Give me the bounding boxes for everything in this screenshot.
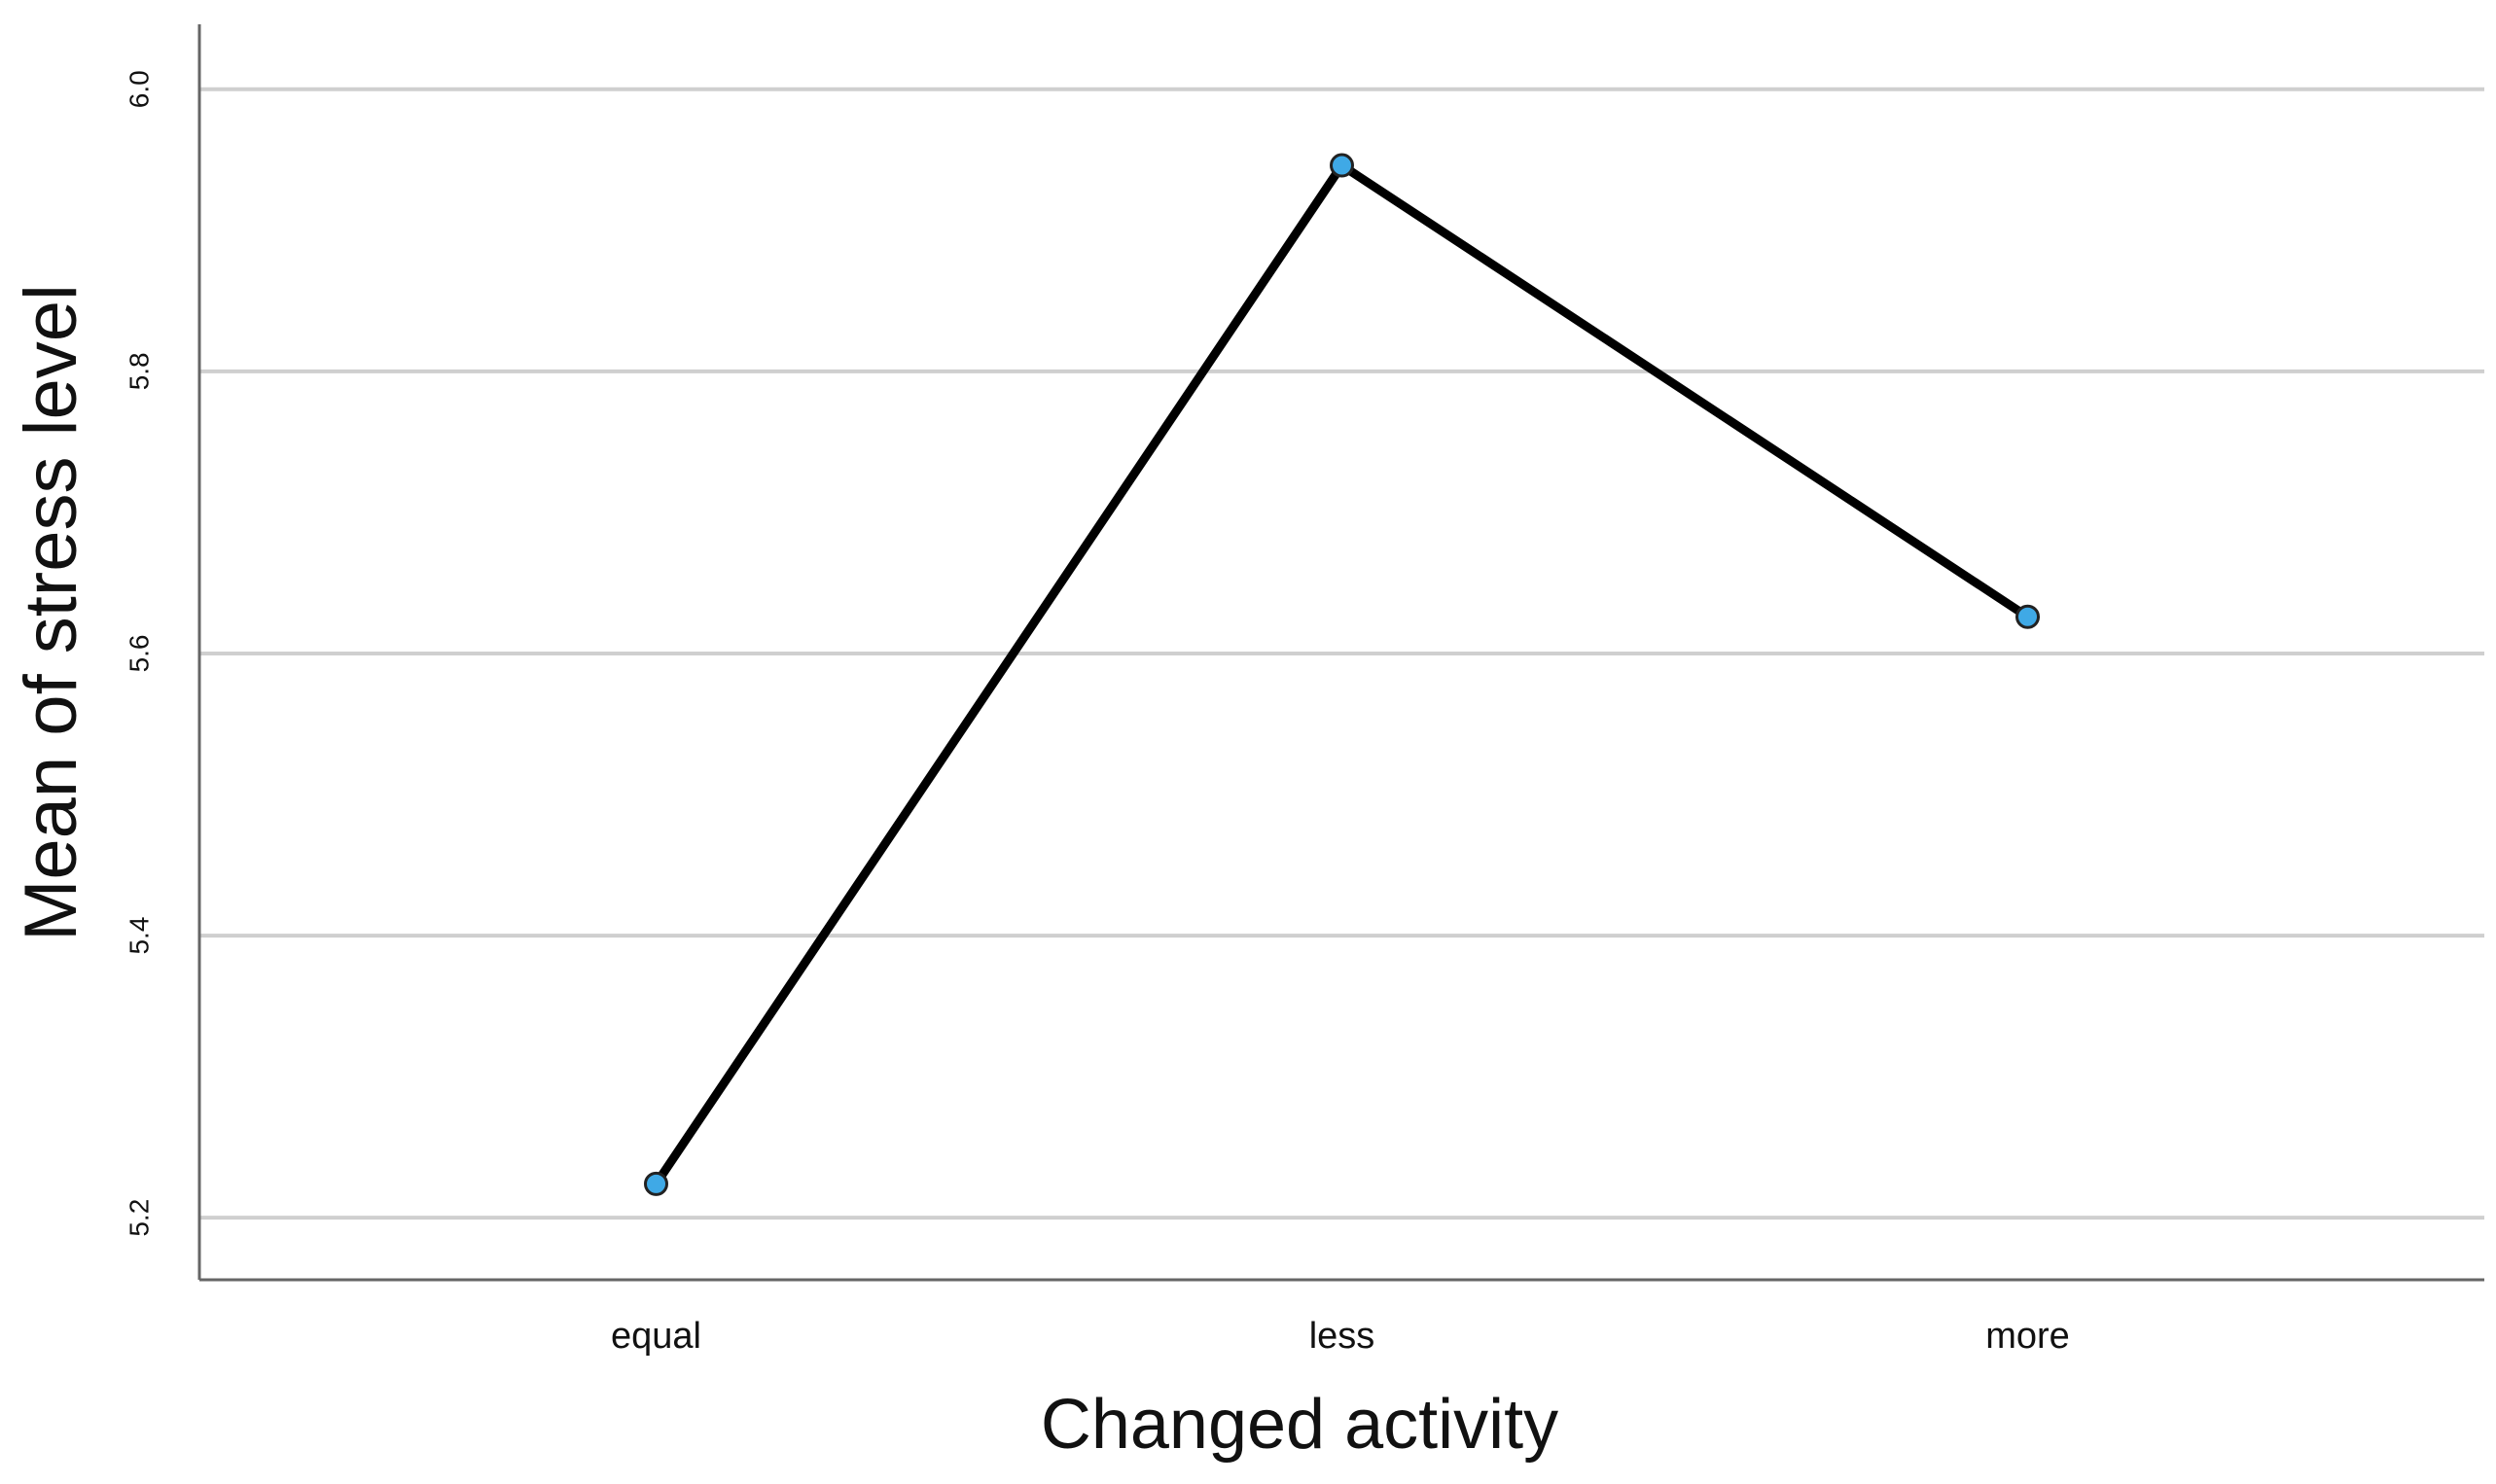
y-axis-title: Mean of stress level — [10, 284, 92, 941]
x-tick-label: equal — [611, 1316, 701, 1357]
x-axis-title: Changed activity — [1041, 1386, 1558, 1464]
y-tick-label: 5.4 — [124, 917, 154, 955]
y-tick-label: 5.6 — [124, 634, 154, 672]
marker — [1330, 153, 1354, 178]
x-tick-label: more — [1985, 1316, 2070, 1357]
marker — [644, 1171, 668, 1196]
marker — [2015, 604, 2040, 629]
line — [652, 160, 2030, 1186]
x-tick-label: less — [1309, 1316, 1375, 1357]
y-tick-label: 6.0 — [124, 70, 154, 108]
y-tick-label: 5.8 — [124, 352, 154, 390]
y-tick-label: 5.2 — [124, 1199, 154, 1237]
